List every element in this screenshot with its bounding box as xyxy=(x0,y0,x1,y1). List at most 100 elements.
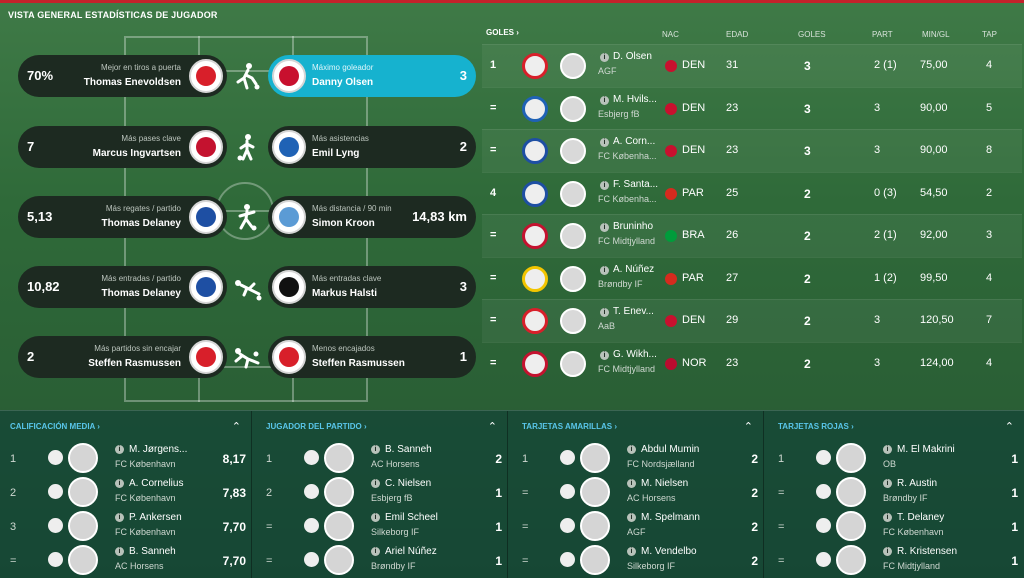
stat-pill-fewest-conceded[interactable]: Menos encajados Steffen Rasmussen 1 xyxy=(268,336,476,378)
player-avatar[interactable] xyxy=(560,223,586,249)
list-item[interactable]: = i T. Delaney FC København 1 xyxy=(768,509,1024,543)
list-item[interactable]: = i R. Kristensen FC Midtjylland 1 xyxy=(768,543,1024,577)
player-name[interactable]: G. Wikh... xyxy=(613,348,657,360)
club-name[interactable]: Silkeborg IF xyxy=(627,561,676,571)
table-row[interactable]: = i A. Núñez Brøndby IF PAR 27 2 1 (2) 99,50 4 xyxy=(482,256,1022,300)
player-avatar[interactable] xyxy=(560,180,586,207)
player-avatar[interactable] xyxy=(580,511,610,541)
club-crest-icon[interactable] xyxy=(522,350,548,377)
club-crest-icon[interactable] xyxy=(304,484,319,499)
collapse-icon[interactable]: ⌃ xyxy=(1004,421,1014,433)
player-avatar[interactable] xyxy=(68,443,98,473)
club-name[interactable]: Brøndby IF xyxy=(371,561,416,571)
list-item[interactable]: 1 i B. Sanneh AC Horsens 2 xyxy=(256,441,508,475)
col-header-goals[interactable]: GOLES xyxy=(798,30,826,39)
club-crest-icon[interactable] xyxy=(522,308,548,334)
player-avatar[interactable] xyxy=(324,443,354,473)
player-avatar[interactable] xyxy=(324,477,354,507)
player-name[interactable]: C. Nielsen xyxy=(385,478,432,489)
club-name[interactable]: FC København xyxy=(883,527,944,537)
panel-title[interactable]: JUGADOR DEL PARTIDO › xyxy=(266,422,367,431)
col-header-nat[interactable]: NAC xyxy=(662,30,679,39)
club-name[interactable]: AGF xyxy=(627,527,646,537)
club-crest-icon[interactable] xyxy=(522,180,548,207)
club-name[interactable]: AaB xyxy=(598,321,616,331)
col-header-age[interactable]: EDAD xyxy=(726,30,749,39)
player-name[interactable]: A. Núñez xyxy=(613,263,655,275)
player-name[interactable]: M. Jørgens... xyxy=(129,444,188,455)
list-item[interactable]: = i R. Austin Brøndby IF 1 xyxy=(768,475,1024,509)
player-avatar[interactable] xyxy=(836,443,866,473)
player-name[interactable]: R. Kristensen xyxy=(897,546,958,557)
player-avatar[interactable] xyxy=(324,511,354,541)
info-icon[interactable]: i xyxy=(627,479,636,488)
club-crest-icon[interactable] xyxy=(560,484,575,499)
info-icon[interactable]: i xyxy=(115,513,124,522)
info-icon[interactable]: i xyxy=(600,308,609,317)
panel-title[interactable]: TARJETAS AMARILLAS › xyxy=(522,422,617,431)
club-crest-icon[interactable] xyxy=(560,450,575,465)
info-icon[interactable]: i xyxy=(600,138,609,147)
player-name[interactable]: T. Delaney xyxy=(897,512,945,523)
club-crest-icon[interactable] xyxy=(816,450,831,465)
player-name[interactable]: Danny Olsen xyxy=(312,77,374,88)
table-row[interactable]: = i T. Enev... AaB DEN 29 2 3 120,50 7 xyxy=(482,299,1022,342)
player-avatar[interactable] xyxy=(68,477,98,507)
collapse-icon[interactable]: ⌃ xyxy=(231,421,241,433)
player-name[interactable]: Thomas Delaney xyxy=(101,218,181,229)
club-crest-icon[interactable] xyxy=(560,518,575,533)
player-name[interactable]: F. Santa... xyxy=(613,178,659,190)
player-name[interactable]: Emil Scheel xyxy=(385,512,438,523)
list-item[interactable]: = i M. Spelmann AGF 2 xyxy=(512,509,764,543)
list-item[interactable]: = i M. Nielsen AC Horsens 2 xyxy=(512,475,764,509)
info-icon[interactable]: i xyxy=(883,513,892,522)
club-name[interactable]: AGF xyxy=(598,66,617,76)
stat-pill-clean-sheets[interactable]: 2 Más partidos sin encajar Steffen Rasmu… xyxy=(18,336,227,378)
club-name[interactable]: Silkeborg IF xyxy=(371,527,420,537)
player-avatar[interactable] xyxy=(836,545,866,575)
player-avatar[interactable] xyxy=(68,511,98,541)
club-name[interactable]: FC Københa... xyxy=(598,193,657,204)
player-name[interactable]: M. Hvils... xyxy=(613,93,657,105)
info-icon[interactable]: i xyxy=(627,445,636,454)
info-icon[interactable]: i xyxy=(115,547,124,556)
goals-section-title[interactable]: GOLES › xyxy=(486,28,519,37)
club-crest-icon[interactable] xyxy=(304,552,319,567)
list-item[interactable]: 2 i C. Nielsen Esbjerg fB 1 xyxy=(256,475,508,509)
player-avatar[interactable] xyxy=(324,545,354,575)
info-icon[interactable]: i xyxy=(883,445,892,454)
stat-pill-distance[interactable]: Más distancia / 90 min Simon Kroon 14,83… xyxy=(268,196,476,238)
stat-pill-key-tackles[interactable]: Más entradas clave Markus Halsti 3 xyxy=(268,266,476,308)
club-crest-icon[interactable] xyxy=(304,450,319,465)
club-name[interactable]: Esbjerg fB xyxy=(371,493,413,503)
list-item[interactable]: 1 i M. Jørgens... FC København 8,17 xyxy=(0,441,252,475)
club-crest-icon[interactable] xyxy=(522,138,548,164)
club-badge[interactable] xyxy=(272,130,306,164)
club-name[interactable]: FC København xyxy=(115,527,176,537)
player-name[interactable]: Thomas Delaney xyxy=(101,288,181,299)
info-icon[interactable]: i xyxy=(600,223,609,232)
club-crest-icon[interactable] xyxy=(522,223,548,249)
player-avatar[interactable] xyxy=(580,545,610,575)
player-name[interactable]: A. Corn... xyxy=(613,136,656,147)
club-badge[interactable] xyxy=(189,200,223,234)
info-icon[interactable]: i xyxy=(115,445,124,454)
info-icon[interactable]: i xyxy=(371,513,380,522)
player-name[interactable]: Bruninho xyxy=(613,221,654,232)
club-crest-icon[interactable] xyxy=(816,518,831,533)
stat-pill-assists[interactable]: Más asistencias Emil Lyng 2 xyxy=(268,126,476,168)
col-header-apps[interactable]: PART xyxy=(872,30,893,39)
club-name[interactable]: FC København xyxy=(115,459,176,469)
player-name[interactable]: P. Ankersen xyxy=(129,512,182,523)
panel-title[interactable]: TARJETAS ROJAS › xyxy=(778,422,854,431)
player-avatar[interactable] xyxy=(836,511,866,541)
player-avatar[interactable] xyxy=(580,443,610,473)
collapse-icon[interactable]: ⌃ xyxy=(743,421,753,433)
club-crest-icon[interactable] xyxy=(304,518,319,533)
club-badge[interactable] xyxy=(189,270,223,304)
club-badge[interactable] xyxy=(272,59,306,93)
table-row[interactable]: = i G. Wikh... FC Midtjylland NOR 23 2 3 124,00 4 xyxy=(482,341,1022,385)
club-crest-icon[interactable] xyxy=(48,450,63,465)
player-name[interactable]: Markus Halsti xyxy=(312,288,378,299)
list-item[interactable]: 2 i A. Cornelius FC København 7,83 xyxy=(0,475,252,509)
